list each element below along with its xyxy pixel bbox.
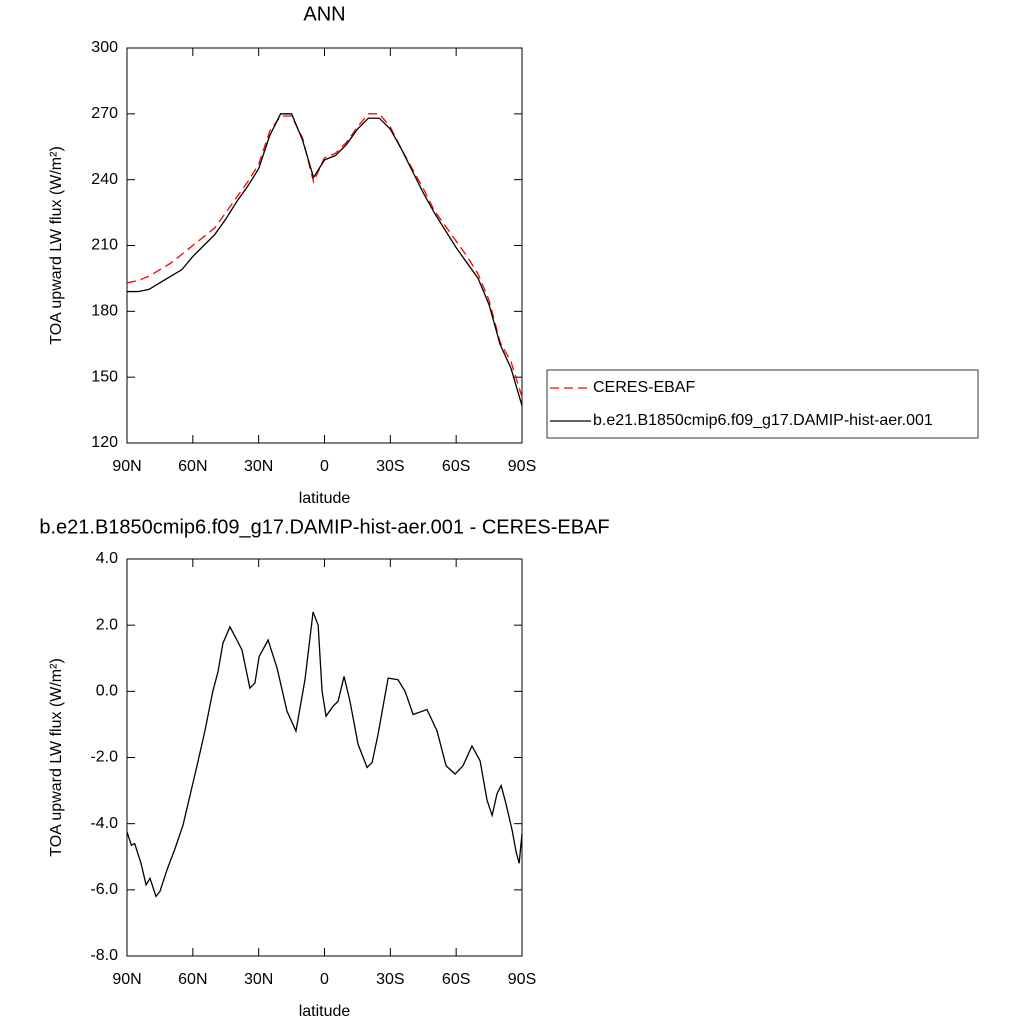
chart-title: ANN	[303, 3, 345, 25]
y-tick-label: -6.0	[90, 881, 118, 898]
x-axis-label: latitude	[299, 1003, 351, 1020]
y-tick-label: -2.0	[90, 749, 118, 766]
x-tick-label: 30N	[244, 971, 273, 988]
x-tick-label: 60S	[442, 458, 470, 475]
y-tick-label: 210	[91, 237, 118, 254]
plot-frame	[126, 558, 523, 957]
x-tick-label: 90N	[112, 458, 141, 475]
y-tick-label: 300	[91, 39, 118, 56]
y-tick-label: 4.0	[96, 550, 118, 567]
y-tick-label: 150	[91, 368, 118, 385]
x-tick-label: 30N	[244, 458, 273, 475]
y-tick-label: 2.0	[96, 616, 118, 633]
x-tick-label: 60N	[178, 458, 207, 475]
y-tick-label: 0.0	[96, 683, 118, 700]
legend-label: b.e21.B1850cmip6.f09_g17.DAMIP-hist-aer.…	[593, 412, 933, 429]
x-axis-label: latitude	[299, 490, 351, 507]
x-tick-label: 30S	[376, 971, 404, 988]
y-tick-label: 180	[91, 303, 118, 320]
x-tick-label: 90S	[508, 458, 536, 475]
data-line	[127, 113, 523, 406]
data-line	[126, 611, 523, 898]
chart-title: b.e21.B1850cmip6.f09_g17.DAMIP-hist-aer.…	[39, 516, 609, 538]
x-tick-label: 60N	[178, 971, 207, 988]
y-tick-label: 270	[91, 105, 118, 122]
legend-label: CERES-EBAF	[593, 379, 695, 396]
y-tick-label: 240	[91, 171, 118, 188]
y-tick-label: -8.0	[90, 947, 118, 964]
data-line	[126, 113, 523, 398]
x-tick-label: 90S	[508, 971, 536, 988]
x-tick-label: 60S	[442, 971, 470, 988]
y-tick-label: 120	[91, 434, 118, 451]
legend-box	[546, 369, 979, 439]
y-tick-label: -4.0	[90, 815, 118, 832]
x-tick-label: 0	[320, 971, 329, 988]
y-axis-label: TOA upward LW flux (W/m²)	[48, 146, 65, 345]
x-tick-label: 90N	[112, 971, 141, 988]
x-tick-label: 30S	[376, 458, 404, 475]
y-axis-label: TOA upward LW flux (W/m²)	[48, 658, 65, 857]
x-tick-label: 0	[320, 458, 329, 475]
plot-frame	[126, 47, 523, 444]
